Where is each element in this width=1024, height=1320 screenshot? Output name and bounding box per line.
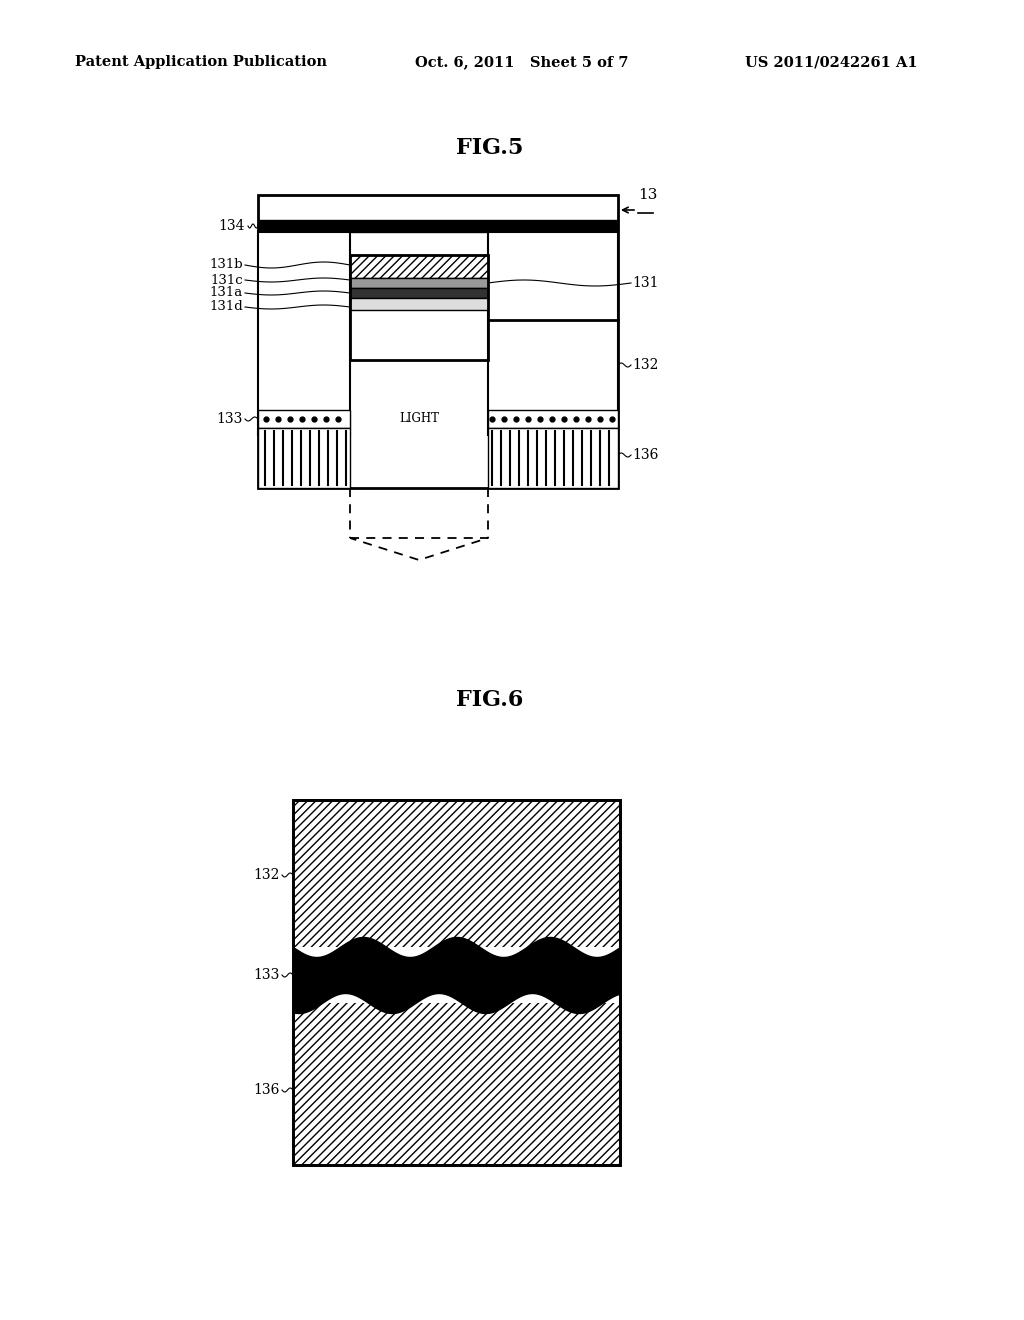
Bar <box>488 428 618 488</box>
Text: 131d: 131d <box>209 301 243 314</box>
Text: 136: 136 <box>632 447 658 462</box>
Bar <box>258 220 618 232</box>
Bar <box>350 279 488 288</box>
Bar <box>350 255 488 360</box>
Bar <box>293 1003 620 1166</box>
Text: 136: 136 <box>254 1082 280 1097</box>
Text: 132: 132 <box>632 358 658 372</box>
Bar <box>258 232 350 436</box>
Bar <box>488 232 618 436</box>
Text: 131c: 131c <box>210 273 243 286</box>
Text: Oct. 6, 2011   Sheet 5 of 7: Oct. 6, 2011 Sheet 5 of 7 <box>415 55 629 69</box>
Bar <box>350 255 488 279</box>
Bar <box>350 298 488 310</box>
Bar <box>258 195 618 488</box>
Text: LIGHT: LIGHT <box>399 412 439 425</box>
Text: 132: 132 <box>254 869 280 882</box>
Text: Patent Application Publication: Patent Application Publication <box>75 55 327 69</box>
Bar <box>350 288 488 298</box>
Text: US 2011/0242261 A1: US 2011/0242261 A1 <box>745 55 918 69</box>
Text: 133: 133 <box>254 968 280 982</box>
Text: 133: 133 <box>217 412 243 426</box>
Text: FIG.5: FIG.5 <box>457 137 523 158</box>
Text: 131: 131 <box>632 276 658 290</box>
Bar <box>258 411 350 428</box>
Bar <box>258 428 350 488</box>
Text: 134: 134 <box>218 219 245 234</box>
Text: 131a: 131a <box>210 286 243 300</box>
Text: FIG.6: FIG.6 <box>457 689 523 711</box>
Bar <box>293 800 620 946</box>
Text: 131b: 131b <box>209 259 243 272</box>
Bar <box>488 411 618 428</box>
Bar <box>293 800 620 1166</box>
Bar <box>293 800 620 1166</box>
Text: 13: 13 <box>638 187 657 202</box>
